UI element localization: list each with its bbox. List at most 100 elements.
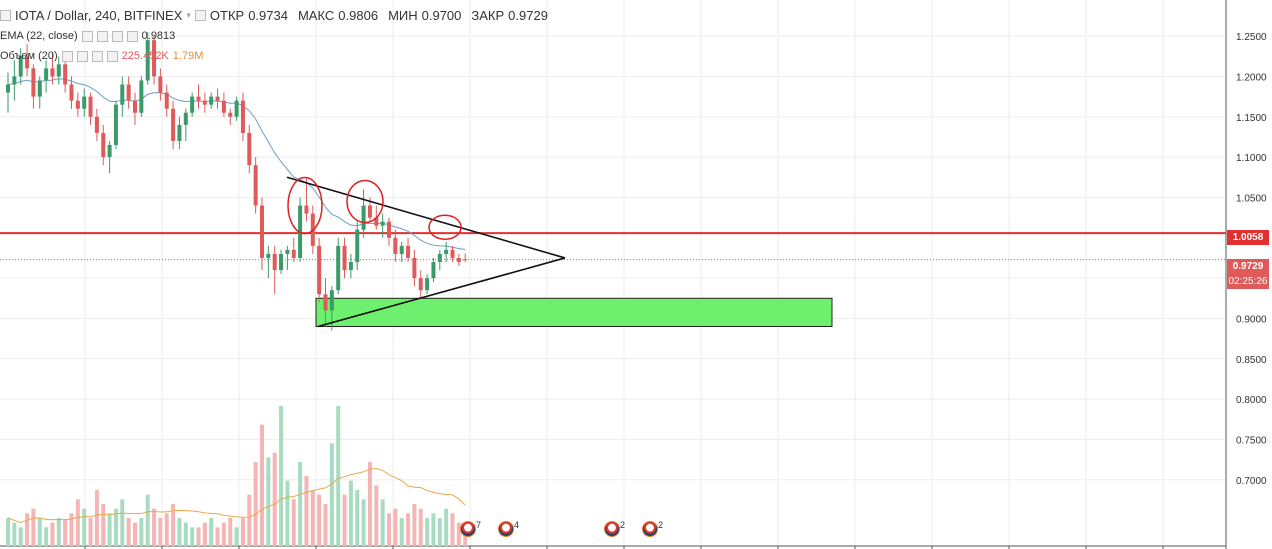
resistance-price-badge: 1.0058 [1227, 230, 1269, 245]
countdown-badge: 02:25:26 [1227, 274, 1269, 289]
candle [75, 92, 80, 117]
candle-body [425, 278, 430, 291]
grid [0, 0, 1226, 549]
candle [253, 157, 258, 214]
volume-bar [279, 406, 284, 546]
candle [431, 257, 436, 283]
volume-bar [126, 518, 131, 546]
candle [177, 116, 182, 150]
event-flag-icon[interactable] [604, 521, 620, 537]
highlight-ellipse [428, 214, 462, 241]
collapse-icon[interactable] [0, 10, 11, 21]
candle [412, 249, 417, 287]
volume-bar [304, 476, 309, 546]
volume-bar [387, 513, 391, 546]
candle [450, 245, 455, 262]
volume-bar [6, 518, 10, 546]
candle-body [56, 64, 61, 77]
open-value: 0.9734 [248, 8, 288, 23]
candle-body [126, 84, 131, 101]
candle [393, 229, 398, 262]
volume-bar [120, 499, 125, 546]
volume-bar [75, 499, 80, 546]
candle-body [342, 245, 347, 271]
candle [56, 56, 61, 85]
candle [171, 100, 176, 150]
remove-icon[interactable] [106, 50, 118, 62]
candle [456, 253, 461, 267]
event-flag-icon[interactable] [498, 521, 514, 537]
candle [342, 237, 347, 279]
candle-body [152, 40, 157, 77]
triangle-upper-line [286, 176, 566, 259]
candle-body [158, 76, 163, 93]
eye-icon[interactable] [81, 30, 93, 42]
close-value: 0.9729 [508, 8, 548, 23]
candle [387, 217, 391, 246]
candle-body [418, 278, 423, 291]
candle-body [247, 132, 252, 166]
volume-label[interactable]: Объем (20) [0, 50, 58, 62]
volume-bar [367, 462, 372, 546]
volume-bar [336, 406, 341, 546]
volume-bar [177, 518, 182, 546]
candle [279, 249, 284, 275]
volume-bar [94, 490, 99, 546]
volume-bar [456, 522, 461, 546]
candle [444, 241, 449, 262]
candle-body [190, 96, 195, 113]
candle [266, 245, 271, 279]
candle-body [107, 145, 112, 158]
candle [44, 60, 49, 93]
candle [463, 253, 468, 262]
volume-bar [190, 527, 195, 546]
candle-body [444, 249, 449, 254]
candle-body [234, 100, 239, 117]
price-tick-label: 1.2000 [1236, 72, 1267, 83]
volume-bar [63, 519, 68, 546]
volume-bar [44, 527, 49, 546]
candles [6, 32, 468, 331]
candle-body [260, 205, 264, 258]
settings-icon[interactable] [76, 50, 88, 62]
candle-body [450, 249, 455, 258]
symbol-title[interactable]: IOTA / Dollar, 240, BITFINEX [15, 8, 183, 23]
volume-bar [12, 522, 17, 546]
close-label: ЗАКР [471, 8, 505, 23]
eye-icon[interactable] [61, 50, 73, 62]
ema-label[interactable]: EMA (22, close) [0, 30, 78, 42]
candle-body [202, 100, 207, 105]
candle-body [361, 205, 366, 230]
volume-ma-line [7, 468, 466, 524]
add-icon[interactable] [91, 50, 103, 62]
candle-body [50, 68, 55, 77]
remove-icon[interactable] [126, 30, 138, 42]
volume-bar [412, 504, 417, 546]
candle-body [406, 245, 411, 258]
price-tick-label: 0.7500 [1236, 435, 1267, 446]
volume-bar [25, 513, 30, 546]
event-flag-icon[interactable] [460, 521, 476, 537]
highlight-ellipse [287, 176, 323, 235]
volume-bar [234, 527, 239, 546]
candle [196, 84, 201, 109]
price-tick-label: 0.7000 [1236, 476, 1267, 487]
candle-body [18, 56, 23, 77]
ema-value: 0.9813 [141, 30, 176, 42]
add-icon[interactable] [111, 30, 123, 42]
candle-body [393, 237, 398, 254]
eye-icon[interactable] [194, 10, 206, 21]
candle-body [63, 64, 68, 85]
candle-body [367, 205, 372, 218]
candle [317, 237, 322, 303]
candle-body [139, 80, 144, 113]
candle [164, 84, 169, 117]
candle [190, 92, 195, 117]
volume-bar [285, 480, 290, 546]
candle [126, 76, 131, 109]
event-flag-icon[interactable] [642, 521, 658, 537]
candle-body [183, 112, 188, 125]
settings-icon[interactable] [96, 30, 108, 42]
chevron-down-icon[interactable]: ▾ [186, 10, 191, 20]
